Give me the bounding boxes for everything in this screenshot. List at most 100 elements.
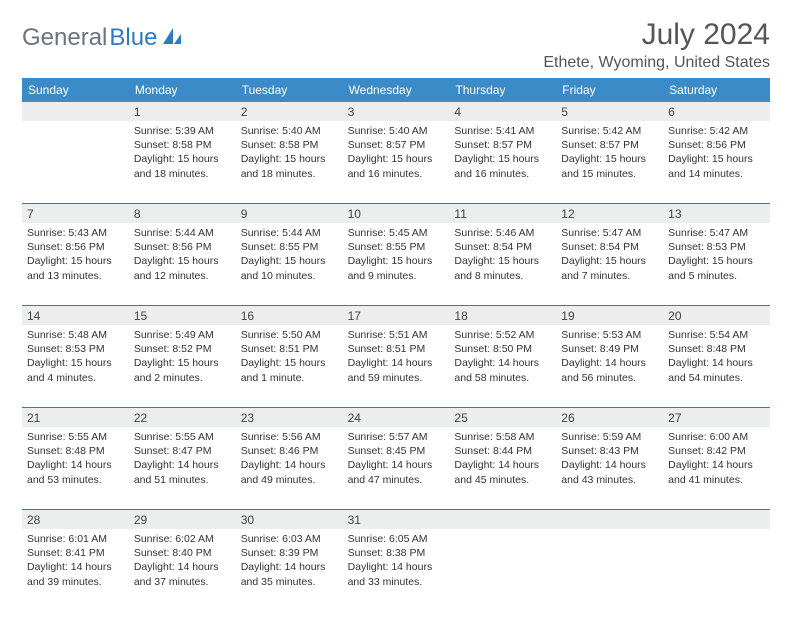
day-number <box>556 510 663 529</box>
day-header-cell: Saturday <box>663 78 770 102</box>
day-info: Sunrise: 5:46 AMSunset: 8:54 PMDaylight:… <box>454 226 551 283</box>
day-number: 7 <box>22 204 129 223</box>
day-cell: Sunrise: 6:01 AMSunset: 8:41 PMDaylight:… <box>22 529 129 611</box>
day-cell: Sunrise: 5:54 AMSunset: 8:48 PMDaylight:… <box>663 325 770 407</box>
day-cell: Sunrise: 6:05 AMSunset: 8:38 PMDaylight:… <box>343 529 450 611</box>
day-cell: Sunrise: 5:44 AMSunset: 8:56 PMDaylight:… <box>129 223 236 305</box>
day-number: 15 <box>129 306 236 325</box>
brand-sail-icon <box>161 26 183 51</box>
day-cell <box>663 529 770 611</box>
day-header-cell: Tuesday <box>236 78 343 102</box>
day-number: 29 <box>129 510 236 529</box>
week-row: Sunrise: 5:43 AMSunset: 8:56 PMDaylight:… <box>22 223 770 305</box>
day-cell <box>22 121 129 203</box>
day-header-cell: Sunday <box>22 78 129 102</box>
day-info: Sunrise: 5:50 AMSunset: 8:51 PMDaylight:… <box>241 328 338 385</box>
day-info: Sunrise: 6:00 AMSunset: 8:42 PMDaylight:… <box>668 430 765 487</box>
day-cell: Sunrise: 5:58 AMSunset: 8:44 PMDaylight:… <box>449 427 556 509</box>
day-number: 4 <box>449 102 556 121</box>
day-cell <box>449 529 556 611</box>
day-info: Sunrise: 6:05 AMSunset: 8:38 PMDaylight:… <box>348 532 445 589</box>
day-number: 13 <box>663 204 770 223</box>
day-number: 16 <box>236 306 343 325</box>
day-info: Sunrise: 5:55 AMSunset: 8:48 PMDaylight:… <box>27 430 124 487</box>
day-number: 30 <box>236 510 343 529</box>
day-number: 26 <box>556 408 663 427</box>
day-cell <box>556 529 663 611</box>
day-number: 9 <box>236 204 343 223</box>
day-number: 2 <box>236 102 343 121</box>
day-number-row: 21222324252627 <box>22 408 770 427</box>
day-cell: Sunrise: 6:00 AMSunset: 8:42 PMDaylight:… <box>663 427 770 509</box>
day-number: 12 <box>556 204 663 223</box>
day-header-row: SundayMondayTuesdayWednesdayThursdayFrid… <box>22 78 770 102</box>
day-header-cell: Wednesday <box>343 78 450 102</box>
day-number: 27 <box>663 408 770 427</box>
day-info: Sunrise: 5:41 AMSunset: 8:57 PMDaylight:… <box>454 124 551 181</box>
day-cell: Sunrise: 5:45 AMSunset: 8:55 PMDaylight:… <box>343 223 450 305</box>
day-number-row: 123456 <box>22 102 770 121</box>
day-header-cell: Friday <box>556 78 663 102</box>
day-info: Sunrise: 5:59 AMSunset: 8:43 PMDaylight:… <box>561 430 658 487</box>
day-number: 10 <box>343 204 450 223</box>
day-number-row: 28293031 <box>22 510 770 529</box>
page-title: July 2024 <box>543 18 770 52</box>
day-cell: Sunrise: 6:02 AMSunset: 8:40 PMDaylight:… <box>129 529 236 611</box>
calendar: SundayMondayTuesdayWednesdayThursdayFrid… <box>22 78 770 611</box>
day-cell: Sunrise: 5:47 AMSunset: 8:54 PMDaylight:… <box>556 223 663 305</box>
day-number: 1 <box>129 102 236 121</box>
day-number: 8 <box>129 204 236 223</box>
day-cell: Sunrise: 5:57 AMSunset: 8:45 PMDaylight:… <box>343 427 450 509</box>
day-cell: Sunrise: 5:41 AMSunset: 8:57 PMDaylight:… <box>449 121 556 203</box>
day-info: Sunrise: 5:39 AMSunset: 8:58 PMDaylight:… <box>134 124 231 181</box>
day-cell: Sunrise: 5:43 AMSunset: 8:56 PMDaylight:… <box>22 223 129 305</box>
day-info: Sunrise: 5:42 AMSunset: 8:57 PMDaylight:… <box>561 124 658 181</box>
day-cell: Sunrise: 5:49 AMSunset: 8:52 PMDaylight:… <box>129 325 236 407</box>
day-info: Sunrise: 5:42 AMSunset: 8:56 PMDaylight:… <box>668 124 765 181</box>
week-row: Sunrise: 5:39 AMSunset: 8:58 PMDaylight:… <box>22 121 770 203</box>
day-cell: Sunrise: 5:53 AMSunset: 8:49 PMDaylight:… <box>556 325 663 407</box>
day-info: Sunrise: 5:45 AMSunset: 8:55 PMDaylight:… <box>348 226 445 283</box>
day-info: Sunrise: 5:43 AMSunset: 8:56 PMDaylight:… <box>27 226 124 283</box>
day-number: 18 <box>449 306 556 325</box>
day-info: Sunrise: 5:47 AMSunset: 8:53 PMDaylight:… <box>668 226 765 283</box>
day-number: 21 <box>22 408 129 427</box>
day-cell: Sunrise: 5:52 AMSunset: 8:50 PMDaylight:… <box>449 325 556 407</box>
day-info: Sunrise: 6:03 AMSunset: 8:39 PMDaylight:… <box>241 532 338 589</box>
day-cell: Sunrise: 5:46 AMSunset: 8:54 PMDaylight:… <box>449 223 556 305</box>
day-number <box>22 102 129 121</box>
day-number: 24 <box>343 408 450 427</box>
weeks-container: 123456 Sunrise: 5:39 AMSunset: 8:58 PMDay… <box>22 102 770 611</box>
day-info: Sunrise: 5:47 AMSunset: 8:54 PMDaylight:… <box>561 226 658 283</box>
day-header-cell: Monday <box>129 78 236 102</box>
week-row: Sunrise: 6:01 AMSunset: 8:41 PMDaylight:… <box>22 529 770 611</box>
day-number: 5 <box>556 102 663 121</box>
day-number <box>449 510 556 529</box>
day-cell: Sunrise: 5:39 AMSunset: 8:58 PMDaylight:… <box>129 121 236 203</box>
day-number-row: 78910111213 <box>22 204 770 223</box>
header: GeneralBlue July 2024 Ethete, Wyoming, U… <box>22 18 770 72</box>
day-info: Sunrise: 5:40 AMSunset: 8:58 PMDaylight:… <box>241 124 338 181</box>
day-cell: Sunrise: 5:42 AMSunset: 8:57 PMDaylight:… <box>556 121 663 203</box>
day-cell: Sunrise: 5:44 AMSunset: 8:55 PMDaylight:… <box>236 223 343 305</box>
day-info: Sunrise: 5:40 AMSunset: 8:57 PMDaylight:… <box>348 124 445 181</box>
week-row: Sunrise: 5:55 AMSunset: 8:48 PMDaylight:… <box>22 427 770 509</box>
day-info: Sunrise: 5:54 AMSunset: 8:48 PMDaylight:… <box>668 328 765 385</box>
day-cell: Sunrise: 5:51 AMSunset: 8:51 PMDaylight:… <box>343 325 450 407</box>
week-row: Sunrise: 5:48 AMSunset: 8:53 PMDaylight:… <box>22 325 770 407</box>
day-cell: Sunrise: 5:40 AMSunset: 8:57 PMDaylight:… <box>343 121 450 203</box>
day-info: Sunrise: 5:57 AMSunset: 8:45 PMDaylight:… <box>348 430 445 487</box>
day-number-row: 14151617181920 <box>22 306 770 325</box>
day-cell: Sunrise: 6:03 AMSunset: 8:39 PMDaylight:… <box>236 529 343 611</box>
title-block: July 2024 Ethete, Wyoming, United States <box>543 18 770 72</box>
day-number: 11 <box>449 204 556 223</box>
day-number: 28 <box>22 510 129 529</box>
day-number <box>663 510 770 529</box>
day-number: 25 <box>449 408 556 427</box>
day-cell: Sunrise: 5:48 AMSunset: 8:53 PMDaylight:… <box>22 325 129 407</box>
day-number: 3 <box>343 102 450 121</box>
day-cell: Sunrise: 5:50 AMSunset: 8:51 PMDaylight:… <box>236 325 343 407</box>
location: Ethete, Wyoming, United States <box>543 54 770 72</box>
day-info: Sunrise: 5:44 AMSunset: 8:55 PMDaylight:… <box>241 226 338 283</box>
day-cell: Sunrise: 5:56 AMSunset: 8:46 PMDaylight:… <box>236 427 343 509</box>
